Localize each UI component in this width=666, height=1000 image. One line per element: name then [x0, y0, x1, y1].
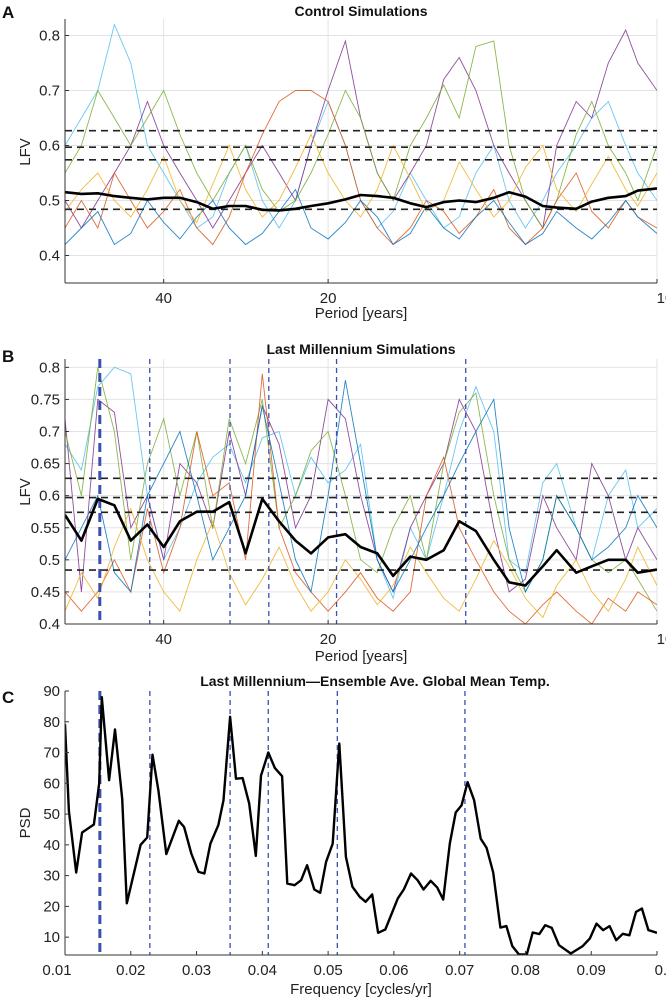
x-tick-label: 20	[320, 631, 337, 648]
y-tick-label: 0.55	[31, 520, 60, 537]
x-tick-label: 0.06	[379, 962, 408, 979]
ensemble-member-line	[65, 133, 657, 224]
panel-b-plot: 0.4 0.45 0.5 0.55 0.6 0.65 0.7 0.75 0.8 40 20 10	[31, 359, 666, 648]
y-tick-label: 0.45	[31, 584, 60, 601]
y-tick-label: 0.65	[31, 456, 60, 473]
y-tick-label: 0.4	[39, 616, 60, 633]
panel-b-title: Last Millennium Simulations	[266, 341, 455, 357]
y-tick-label: 50	[43, 806, 60, 823]
ensemble-member-line	[65, 398, 657, 594]
y-tick-label: 10	[43, 929, 60, 946]
x-tick-label: 0.09	[577, 962, 606, 979]
x-tick-label: 0.07	[445, 962, 474, 979]
plot-area	[65, 359, 657, 624]
ensemble-member-line	[65, 367, 657, 612]
panel-letter-b: B	[2, 347, 14, 366]
panel-a-plot: 0.4 0.5 0.6 0.7 0.8 40 20 10	[39, 19, 666, 307]
ensemble-member-line	[65, 188, 657, 246]
y-tick-label: 0.5	[39, 193, 60, 210]
panel-a-title: Control Simulations	[295, 3, 428, 19]
ensemble-member-line	[65, 373, 657, 624]
x-tick-label: 0.08	[511, 962, 540, 979]
y-tick-label: 30	[43, 868, 60, 885]
plot-area	[65, 23, 657, 246]
panel-a-xlabel: Period [years]	[315, 305, 408, 322]
panel-c-plot: 10 20 30 40 50 60 70 80 90 0.01 0.02 0.03 0.04 0.05 0.…	[42, 683, 666, 979]
y-tick-label: 60	[43, 775, 60, 792]
plot-area	[65, 691, 657, 955]
y-tick-label: 20	[43, 898, 60, 915]
y-tick-label: 0.75	[31, 391, 60, 408]
x-tick-label: 0.01	[42, 962, 71, 979]
ensemble-mean-line	[65, 187, 657, 212]
y-tick-label: 0.6	[39, 488, 60, 505]
panel-c-xlabel: Frequency [cycles/yr]	[290, 981, 432, 998]
panel-c-title: Last Millennium—Ensemble Ave. Global Mea…	[200, 673, 550, 689]
x-tick-label: 10	[657, 631, 666, 648]
y-tick-label: 0.7	[39, 83, 60, 100]
x-tick-label: 20	[320, 290, 337, 307]
y-tick-label: 80	[43, 714, 60, 731]
panel-letter-c: C	[2, 688, 14, 707]
panel-a-ylabel: LFV	[17, 138, 34, 166]
y-tick-label: 0.8	[39, 359, 60, 376]
y-tick-label: 70	[43, 745, 60, 762]
ensemble-mean-line	[65, 497, 657, 587]
panel-c-ylabel: PSD	[17, 807, 34, 838]
panel-b-xlabel: Period [years]	[315, 648, 408, 665]
x-tick-label: 0.05	[314, 962, 343, 979]
x-tick-label: 10	[657, 290, 666, 307]
y-tick-label: 0.7	[39, 424, 60, 441]
x-tick-label: 40	[155, 631, 172, 648]
y-tick-label: 0.6	[39, 138, 60, 155]
psd-line	[65, 696, 657, 955]
y-tick-label: 0.5	[39, 552, 60, 569]
x-tick-label: 0.03	[182, 962, 211, 979]
x-tick-label: 0.04	[248, 962, 277, 979]
y-tick-label: 40	[43, 837, 60, 854]
y-tick-label: 0.8	[39, 28, 60, 45]
x-tick-label: 0.02	[116, 962, 145, 979]
y-tick-label: 0.4	[39, 248, 60, 265]
panel-letter-a: A	[2, 3, 14, 22]
y-tick-label: 90	[43, 683, 60, 700]
ensemble-member-line	[65, 507, 657, 619]
panel-b-ylabel: LFV	[17, 478, 34, 506]
x-tick-label: 40	[155, 290, 172, 307]
x-tick-label: 0.1	[655, 962, 666, 979]
ensemble-member-line	[65, 380, 657, 594]
